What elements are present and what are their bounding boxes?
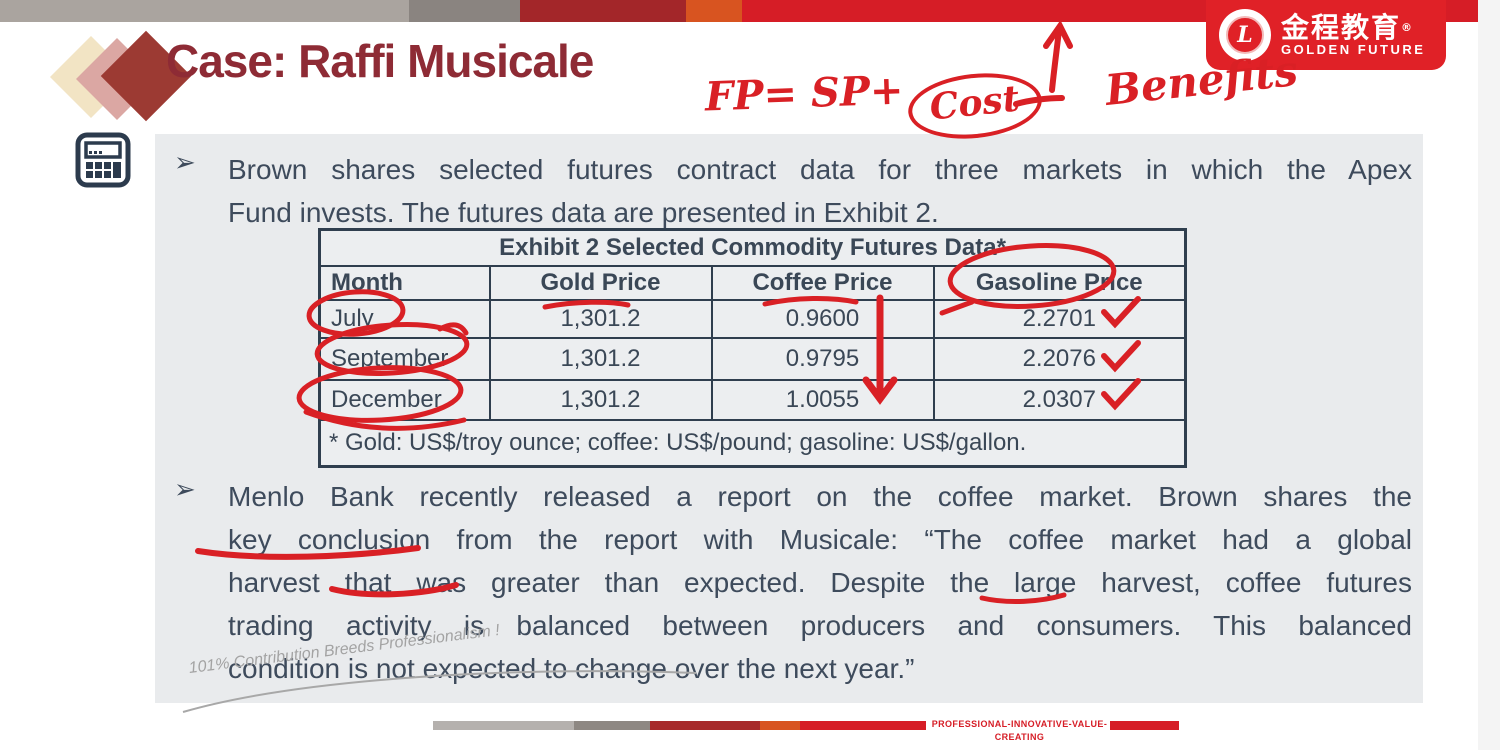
logo-cn-name: 金程教育®	[1281, 13, 1425, 43]
logo-seal-inner: L	[1226, 16, 1264, 54]
bar-segment	[1110, 721, 1179, 730]
screen-right-margin	[1478, 0, 1500, 750]
table-cell: December	[318, 379, 491, 421]
table-cell: 1,301.2	[488, 299, 713, 339]
table-col-header: Coffee Price	[710, 265, 935, 301]
text-line: condition is not expected to change over…	[228, 653, 915, 684]
bar-segment	[760, 721, 800, 730]
table-col-header: Gasoline Price	[932, 265, 1187, 301]
bullet-marker: ➢	[174, 475, 196, 505]
table-body: July 1,301.2 0.9600 2.2701 September 1,301.2 0…	[318, 299, 1187, 421]
text-line: Brown shares selected futures contract d…	[228, 154, 1412, 185]
text-line: key conclusion from the report with Musi…	[228, 524, 1412, 555]
text-line: harvest that was greater than expected. …	[228, 567, 1412, 598]
table-cell: July	[318, 299, 491, 339]
bottom-decor-bar	[0, 721, 1500, 730]
bullet-2-text: Menlo Bank recently released a report on…	[228, 475, 1412, 690]
table-title-row: Exhibit 2 Selected Commodity Futures Dat…	[318, 228, 1187, 267]
table-cell: 1,301.2	[488, 379, 713, 421]
table-row: December 1,301.2 1.0055 2.0307	[318, 379, 1187, 421]
table-row: July 1,301.2 0.9600 2.2701	[318, 299, 1187, 339]
table-col-header: Gold Price	[488, 265, 713, 301]
golden-future-logo: L 金程教育® GOLDEN FUTURE	[1206, 0, 1446, 70]
logo-monogram: L	[1237, 22, 1253, 48]
bar-segment	[433, 721, 574, 730]
page-title: Case: Raffi Musicale	[166, 35, 594, 87]
table-cell: 0.9795	[710, 337, 935, 381]
table-cell: 0.9600	[710, 299, 935, 339]
table-col-header: Month	[318, 265, 491, 301]
table-cell: 1,301.2	[488, 337, 713, 381]
logo-seal-icon: L	[1219, 9, 1271, 61]
logo-cn-text: 金程教育	[1281, 11, 1402, 44]
table-row: September 1,301.2 0.9795 2.2076	[318, 337, 1187, 381]
bullet-marker: ➢	[174, 148, 196, 178]
table-cell: 1.0055	[710, 379, 935, 421]
text-line: Fund invests. The futures data are prese…	[228, 197, 939, 228]
table-title: Exhibit 2 Selected Commodity Futures Dat…	[318, 228, 1187, 267]
handwritten-formula-benefits: Benefits	[1102, 46, 1301, 115]
logo-names: 金程教育® GOLDEN FUTURE	[1281, 13, 1425, 57]
table-footnote-row: * Gold: US$/troy ounce; coffee: US$/poun…	[318, 419, 1187, 468]
bar-segment	[686, 0, 742, 22]
text-line: trading activity is balanced between pro…	[228, 610, 1412, 641]
table-footnote: * Gold: US$/troy ounce; coffee: US$/poun…	[318, 419, 1187, 468]
bar-segment	[650, 721, 760, 730]
calculator-icon	[74, 132, 132, 193]
bar-segment	[574, 721, 650, 730]
top-decor-bar	[0, 0, 1500, 22]
logo-en-name: GOLDEN FUTURE	[1281, 42, 1426, 57]
up-arrow-shaft	[1049, 27, 1062, 93]
footer-tagline: PROFESSIONAL-INNOVATIVE-VALUE-CREATING	[931, 719, 1108, 742]
table-cell: September	[318, 337, 491, 381]
exhibit-2-table: Exhibit 2 Selected Commodity Futures Dat…	[318, 228, 1188, 468]
table-cell: 2.2076	[932, 337, 1187, 381]
bar-segment	[800, 721, 926, 730]
bar-segment	[520, 0, 686, 22]
table-cell: 2.2701	[932, 299, 1187, 339]
up-arrow-head	[1043, 20, 1073, 49]
bar-segment	[0, 0, 409, 22]
handwritten-formula-left: FP= SP+	[704, 66, 905, 121]
bullet-1-text: Brown shares selected futures contract d…	[228, 148, 1412, 234]
registered-mark: ®	[1401, 21, 1415, 34]
text-line: Menlo Bank recently released a report on…	[228, 481, 1412, 512]
table-header-row: Month Gold Price Coffee Price Gasoline Pric…	[318, 265, 1187, 301]
table-cell: 2.0307	[932, 379, 1187, 421]
bar-segment	[409, 0, 520, 22]
